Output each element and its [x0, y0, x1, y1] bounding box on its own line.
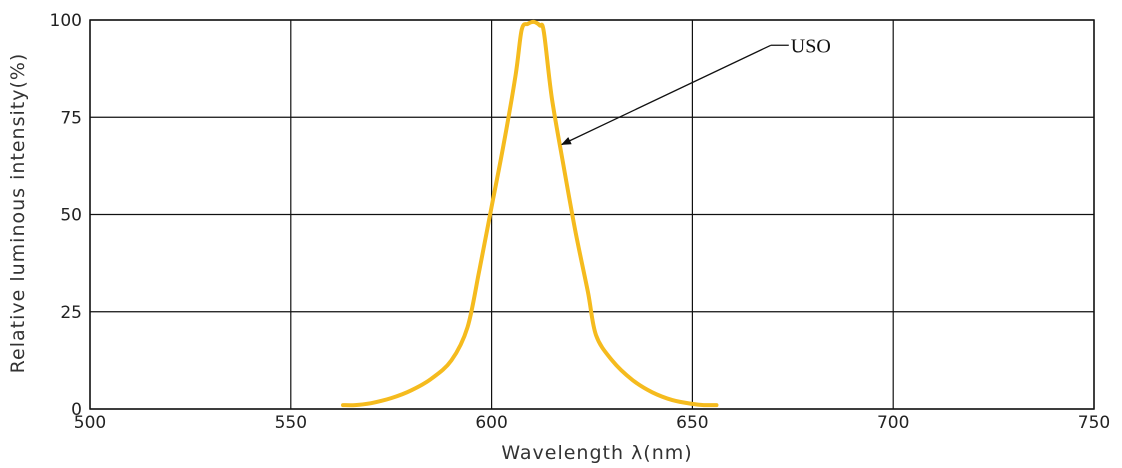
- x-tick-label-550: 550: [275, 413, 307, 433]
- tick-labels: 500 550 600 650 700 750 0 25 50 75 100: [50, 11, 1111, 433]
- x-axis-label: Wavelength λ(nm): [501, 442, 692, 464]
- y-axis-label: Relative luminous intensity(%): [7, 53, 29, 374]
- y-tick-label-25: 25: [60, 303, 82, 323]
- series-layer: [341, 19, 719, 408]
- x-tick-label-750: 750: [1078, 413, 1110, 433]
- x-tick-label-700: 700: [877, 413, 909, 433]
- y-tick-label-100: 100: [50, 11, 82, 31]
- annotation-label-uso: USO: [791, 35, 831, 57]
- y-tick-label-75: 75: [60, 108, 82, 128]
- x-tick-label-600: 600: [475, 413, 507, 433]
- y-tick-label-50: 50: [60, 206, 82, 226]
- annotation-arrow-0: [560, 44, 772, 146]
- series-line-uso: [341, 19, 719, 408]
- grid: [89, 19, 1095, 410]
- y-tick-label-0: 0: [71, 400, 82, 420]
- plot-frame: [89, 19, 1095, 410]
- annotations: USO: [560, 35, 831, 146]
- x-tick-label-650: 650: [676, 413, 708, 433]
- x-tick-label-500: 500: [74, 413, 106, 433]
